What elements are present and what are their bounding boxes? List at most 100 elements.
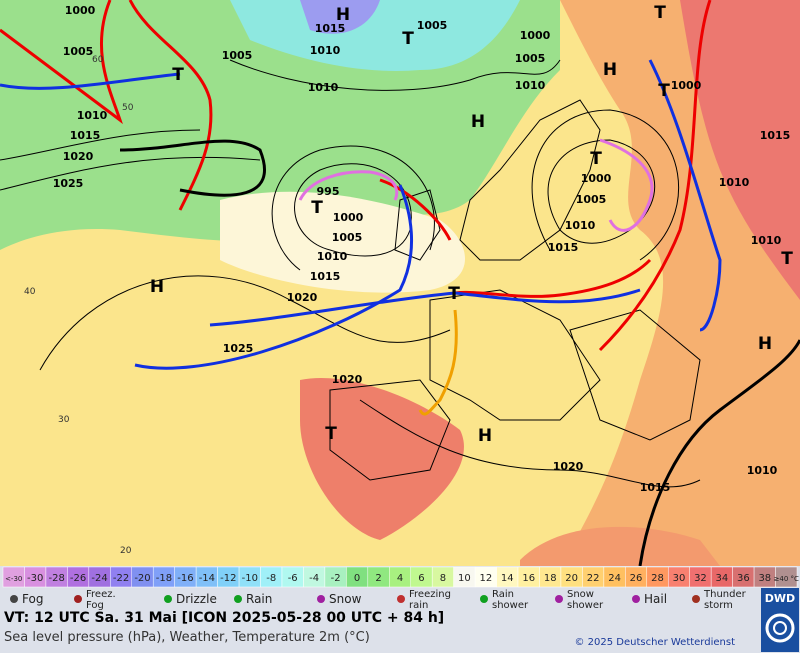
scale-label: 2 bbox=[375, 573, 381, 584]
pressure-label: 1000 bbox=[520, 29, 551, 42]
pressure-label: 1005 bbox=[332, 231, 363, 244]
legend-label: Thunder bbox=[703, 589, 747, 600]
scale-label: -24 bbox=[91, 573, 107, 584]
pressure-center: T bbox=[402, 29, 414, 49]
isobar bbox=[547, 139, 656, 244]
scale-label: 20 bbox=[565, 573, 578, 584]
pressure-center: T bbox=[590, 149, 602, 169]
scale-label: 14 bbox=[501, 573, 514, 584]
isobar bbox=[271, 145, 435, 271]
pressure-label: 1010 bbox=[77, 109, 108, 122]
legend-label: Fog bbox=[22, 592, 43, 606]
latitude-label: 50 bbox=[122, 103, 134, 113]
scale-label: 4 bbox=[397, 573, 403, 584]
scale-label: <-30 bbox=[5, 575, 22, 583]
pressure-labels: 1000 1005 1010 1015 1020 1025 1015 1010 1005 1005… bbox=[53, 4, 791, 494]
warm-front bbox=[128, 0, 213, 211]
isobar bbox=[229, 59, 561, 91]
pressure-center: T bbox=[658, 81, 670, 101]
scale-label: 6 bbox=[418, 573, 424, 584]
weather-legend: Fog Freez.Fog Drizzle Rain Snow FreezingrainR… bbox=[10, 589, 747, 611]
legend-label: rain bbox=[409, 600, 428, 611]
legend-icon bbox=[692, 595, 700, 603]
scale-label: -30 bbox=[27, 573, 43, 584]
legend-label: Freez. bbox=[86, 589, 116, 600]
cold-front bbox=[209, 291, 456, 327]
legend-icon bbox=[480, 595, 488, 603]
warm-front bbox=[379, 178, 452, 241]
scale-label: 18 bbox=[544, 573, 557, 584]
scale-label: ≥40 °C bbox=[774, 575, 799, 583]
latitude-label: 40 bbox=[24, 287, 36, 297]
cold-core bbox=[300, 0, 380, 34]
legend-label: Drizzle bbox=[176, 592, 217, 606]
isobar bbox=[359, 399, 701, 488]
legend-icon bbox=[632, 595, 640, 603]
latitude-label: 30 bbox=[58, 415, 70, 425]
pressure-label: 1010 bbox=[719, 176, 750, 189]
pressure-label: 1005 bbox=[515, 52, 546, 65]
scale-label: 16 bbox=[522, 573, 535, 584]
scale-label: 30 bbox=[673, 573, 686, 584]
legend-label: Snow bbox=[329, 592, 362, 606]
pressure-center: T bbox=[781, 249, 793, 269]
pressure-center: T bbox=[448, 284, 460, 304]
pressure-label: 1020 bbox=[287, 291, 318, 304]
legend-icon bbox=[555, 595, 563, 603]
legend-icon bbox=[317, 595, 325, 603]
scale-label: -28 bbox=[48, 573, 64, 584]
latitude-label: 20 bbox=[120, 546, 132, 556]
scale-label: -16 bbox=[177, 573, 193, 584]
pressure-label: 1000 bbox=[671, 79, 702, 92]
pressure-label: 1020 bbox=[553, 460, 584, 473]
isobar bbox=[39, 275, 451, 371]
scale-label: -12 bbox=[220, 573, 236, 584]
map bbox=[0, 0, 800, 567]
scale-label: -10 bbox=[242, 573, 258, 584]
warm-front bbox=[598, 0, 712, 352]
scale-label: 38 bbox=[758, 573, 771, 584]
scale-label: 28 bbox=[651, 573, 664, 584]
pressure-label: 1010 bbox=[515, 79, 546, 92]
valid-time: VT: 12 UTC Sa. 31 Mai [ICON 2025-05-28 0… bbox=[4, 610, 444, 626]
legend-icon bbox=[74, 595, 82, 603]
scale-label: -22 bbox=[113, 573, 129, 584]
pressure-label: 1000 bbox=[333, 211, 364, 224]
pressure-label: 1015 bbox=[760, 129, 791, 142]
occlusion bbox=[599, 138, 654, 232]
warm-front bbox=[0, 0, 123, 125]
scale-label: -8 bbox=[266, 573, 276, 584]
cold-area bbox=[230, 0, 520, 71]
latitude-labels: 60 50 40 30 20 bbox=[24, 55, 134, 556]
dwd-logo-text: DWD bbox=[765, 592, 795, 605]
legend-label: shower bbox=[492, 600, 529, 611]
legend-label: shower bbox=[567, 600, 604, 611]
scale-label: 36 bbox=[737, 573, 750, 584]
trough bbox=[418, 309, 458, 416]
pressure-center: H bbox=[603, 60, 617, 80]
hot-area bbox=[680, 0, 800, 300]
pressure-label: 1010 bbox=[565, 219, 596, 232]
pressure-label: 1000 bbox=[65, 4, 96, 17]
trough bbox=[638, 339, 800, 567]
scale-label: -2 bbox=[331, 573, 341, 584]
isobar bbox=[531, 109, 680, 261]
legend-icon bbox=[234, 595, 242, 603]
pressure-label: 1005 bbox=[576, 193, 607, 206]
warm-front bbox=[454, 258, 652, 298]
africa-heat bbox=[520, 526, 720, 566]
legend-label: Snow bbox=[567, 589, 594, 600]
cold-front bbox=[134, 184, 413, 370]
iberia-heat bbox=[300, 378, 464, 540]
pressure-center: H bbox=[758, 334, 772, 354]
scale-label: 8 bbox=[440, 573, 446, 584]
scale-label: 26 bbox=[630, 573, 643, 584]
mild-area bbox=[220, 191, 465, 293]
pressure-label: 1015 bbox=[640, 481, 671, 494]
cold-front bbox=[454, 288, 641, 304]
pressure-label: 1015 bbox=[70, 129, 101, 142]
pressure-center: T bbox=[654, 3, 666, 23]
scale-label: 0 bbox=[354, 573, 360, 584]
pressure-center: H bbox=[150, 277, 164, 297]
pressure-center: H bbox=[336, 5, 350, 25]
